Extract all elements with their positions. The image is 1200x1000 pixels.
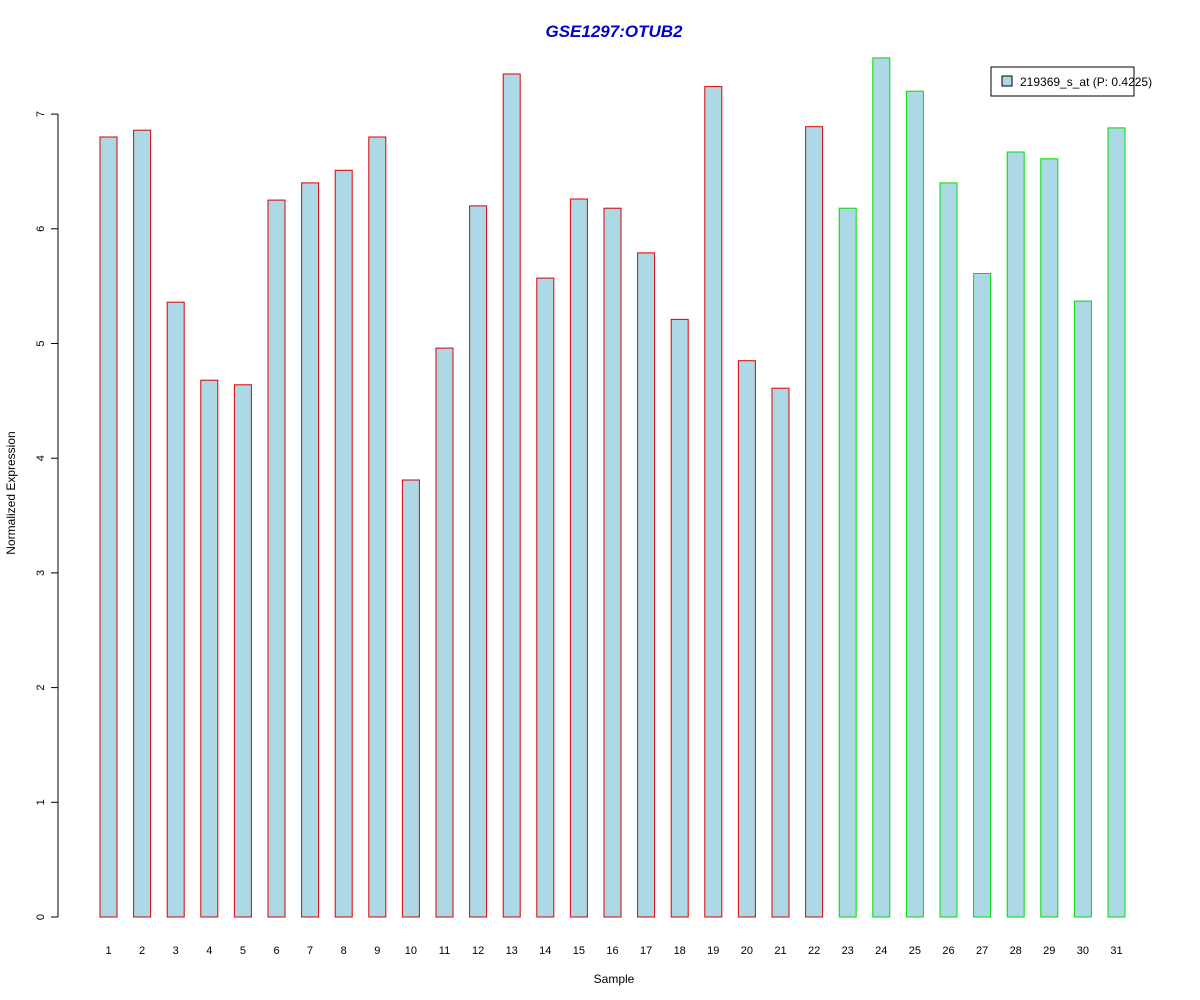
y-tick-label: 2 [35, 685, 47, 691]
x-tick-label: 17 [640, 945, 652, 957]
bar-sample-26 [939, 182, 958, 918]
bar-sample-28 [1006, 151, 1025, 918]
bar-sample-25 [905, 90, 924, 918]
bar-sample-19 [704, 86, 723, 918]
bar-sample-21 [771, 387, 790, 918]
bar-sample-5 [233, 384, 252, 918]
bar-sample-7 [301, 182, 320, 918]
legend-box [990, 66, 1135, 97]
x-tick-label: 11 [439, 945, 450, 957]
bar-sample-14 [536, 277, 555, 918]
bar-sample-23 [838, 207, 857, 918]
y-tick-label: 0 [35, 914, 47, 920]
x-tick-label: 28 [1010, 945, 1022, 957]
x-tick-label: 16 [606, 945, 618, 957]
legend-swatch [1001, 75, 1013, 87]
x-tick-label: 27 [976, 945, 988, 957]
bar-sample-2 [133, 129, 152, 918]
x-tick-label: 13 [506, 945, 518, 957]
bar-sample-27 [973, 273, 992, 918]
x-tick-label: 29 [1043, 945, 1055, 957]
bar-sample-18 [670, 318, 689, 918]
bar-sample-15 [569, 198, 588, 918]
x-tick-label: 21 [774, 945, 786, 957]
x-tick-label: 30 [1077, 945, 1089, 957]
x-tick-label: 3 [173, 945, 179, 957]
bar-sample-20 [737, 360, 756, 918]
x-tick-label: 1 [105, 945, 111, 957]
bar-sample-16 [603, 207, 622, 918]
y-axis-label: Normalized Expression [4, 431, 18, 554]
bars-group [99, 57, 1126, 918]
y-axis: 0 1 2 3 4 5 6 7 [35, 111, 59, 920]
bar-sample-13 [502, 73, 521, 918]
x-tick-label: 24 [875, 945, 887, 957]
bar-sample-4 [200, 379, 219, 918]
x-tick-label: 9 [374, 945, 380, 957]
bar-sample-22 [805, 126, 824, 918]
x-tick-labels: 1 2 3 4 5 6 7 8 9 10 11 12 13 14 15 16 17 18 19 20 21 22 23 24 2… [105, 945, 1122, 957]
y-tick-label: 3 [35, 570, 47, 576]
x-tick-label: 15 [573, 945, 585, 957]
x-tick-label: 4 [206, 945, 212, 957]
y-tick-label: 7 [35, 111, 47, 117]
x-axis-label: Sample [594, 972, 635, 986]
x-tick-label: 23 [842, 945, 854, 957]
x-tick-label: 6 [273, 945, 279, 957]
bar-sample-1 [99, 136, 118, 918]
x-tick-label: 20 [741, 945, 753, 957]
x-tick-label: 8 [341, 945, 347, 957]
y-tick-label: 4 [35, 455, 47, 461]
legend-label: 219369_s_at (P: 0.4225) [1020, 75, 1152, 89]
bar-sample-30 [1073, 300, 1092, 918]
bar-sample-10 [401, 479, 420, 918]
legend: 219369_s_at (P: 0.4225) [990, 66, 1152, 97]
bar-sample-3 [166, 301, 185, 918]
x-tick-label: 2 [139, 945, 145, 957]
y-tick-label: 1 [35, 799, 47, 805]
x-tick-label: 25 [909, 945, 921, 957]
bar-sample-8 [334, 169, 353, 918]
x-tick-label: 14 [539, 945, 551, 957]
bar-sample-29 [1040, 158, 1059, 918]
chart-title: GSE1297:OTUB2 [546, 22, 684, 41]
bar-sample-6 [267, 199, 286, 918]
x-tick-label: 7 [307, 945, 313, 957]
x-tick-label: 31 [1110, 945, 1122, 957]
bar-sample-9 [368, 136, 387, 918]
bar-sample-24 [872, 57, 891, 918]
y-tick-label: 6 [35, 226, 47, 232]
bar-sample-11 [435, 347, 454, 918]
x-tick-label: 22 [808, 945, 820, 957]
bar-sample-31 [1107, 127, 1126, 918]
x-tick-label: 10 [405, 945, 417, 957]
x-tick-label: 18 [674, 945, 686, 957]
bar-sample-17 [637, 252, 656, 918]
bar-sample-12 [469, 205, 488, 918]
x-tick-label: 12 [472, 945, 484, 957]
x-tick-label: 5 [240, 945, 246, 957]
x-tick-label: 19 [707, 945, 719, 957]
x-tick-label: 26 [942, 945, 954, 957]
y-tick-label: 5 [35, 340, 47, 346]
